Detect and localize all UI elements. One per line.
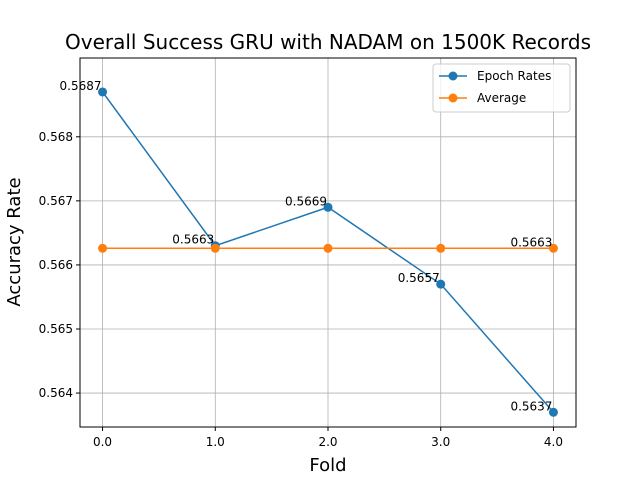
x-tick-label: 4.0 (544, 435, 563, 449)
data-label: 0.5657 (398, 271, 440, 285)
x-tick-label: 0.0 (93, 435, 112, 449)
y-tick-label: 0.567 (39, 194, 73, 208)
y-tick-label: 0.564 (39, 386, 73, 400)
series-1-point (436, 243, 446, 253)
y-tick-label: 0.566 (39, 258, 73, 272)
legend: Epoch Rates Average (432, 63, 571, 113)
data-label: 0.5663 (172, 233, 214, 247)
chart-title: Overall Success GRU with NADAM on 1500K … (65, 30, 591, 54)
series-0-point (98, 87, 108, 97)
axis-ticks: 0.0 1.0 2.0 3.0 4.0 0.564 0.565 0.566 0.567 0.568 (39, 130, 563, 449)
legend-swatch-marker (448, 71, 458, 81)
data-label: 0.5637 (510, 399, 552, 413)
data-label: 0.5663 (510, 235, 552, 249)
x-axis-label: Fold (309, 455, 346, 476)
series-1-point (210, 243, 220, 253)
y-tick-label: 0.565 (39, 322, 73, 336)
x-tick-label: 1.0 (206, 435, 225, 449)
y-tick-label: 0.568 (39, 130, 73, 144)
legend-entry-label: Average (477, 91, 526, 105)
series-1-point (548, 243, 558, 253)
legend-box (432, 63, 571, 113)
x-tick-label: 3.0 (431, 435, 450, 449)
series-group (98, 87, 558, 417)
data-labels: 0.5687 0.5663 0.5669 0.5657 0.5637 0.5663 (60, 79, 553, 413)
x-tick-label: 2.0 (318, 435, 337, 449)
legend-entry-label: Epoch Rates (477, 69, 551, 83)
series-1-point (98, 243, 108, 253)
series-0-point (548, 407, 558, 417)
data-label: 0.5669 (285, 194, 327, 208)
series-0-point (436, 279, 446, 289)
series-0-point (323, 202, 333, 212)
data-label: 0.5687 (60, 79, 102, 93)
y-axis-label: Accuracy Rate (4, 177, 25, 306)
legend-swatch-marker (448, 93, 458, 103)
series-1-point (323, 243, 333, 253)
